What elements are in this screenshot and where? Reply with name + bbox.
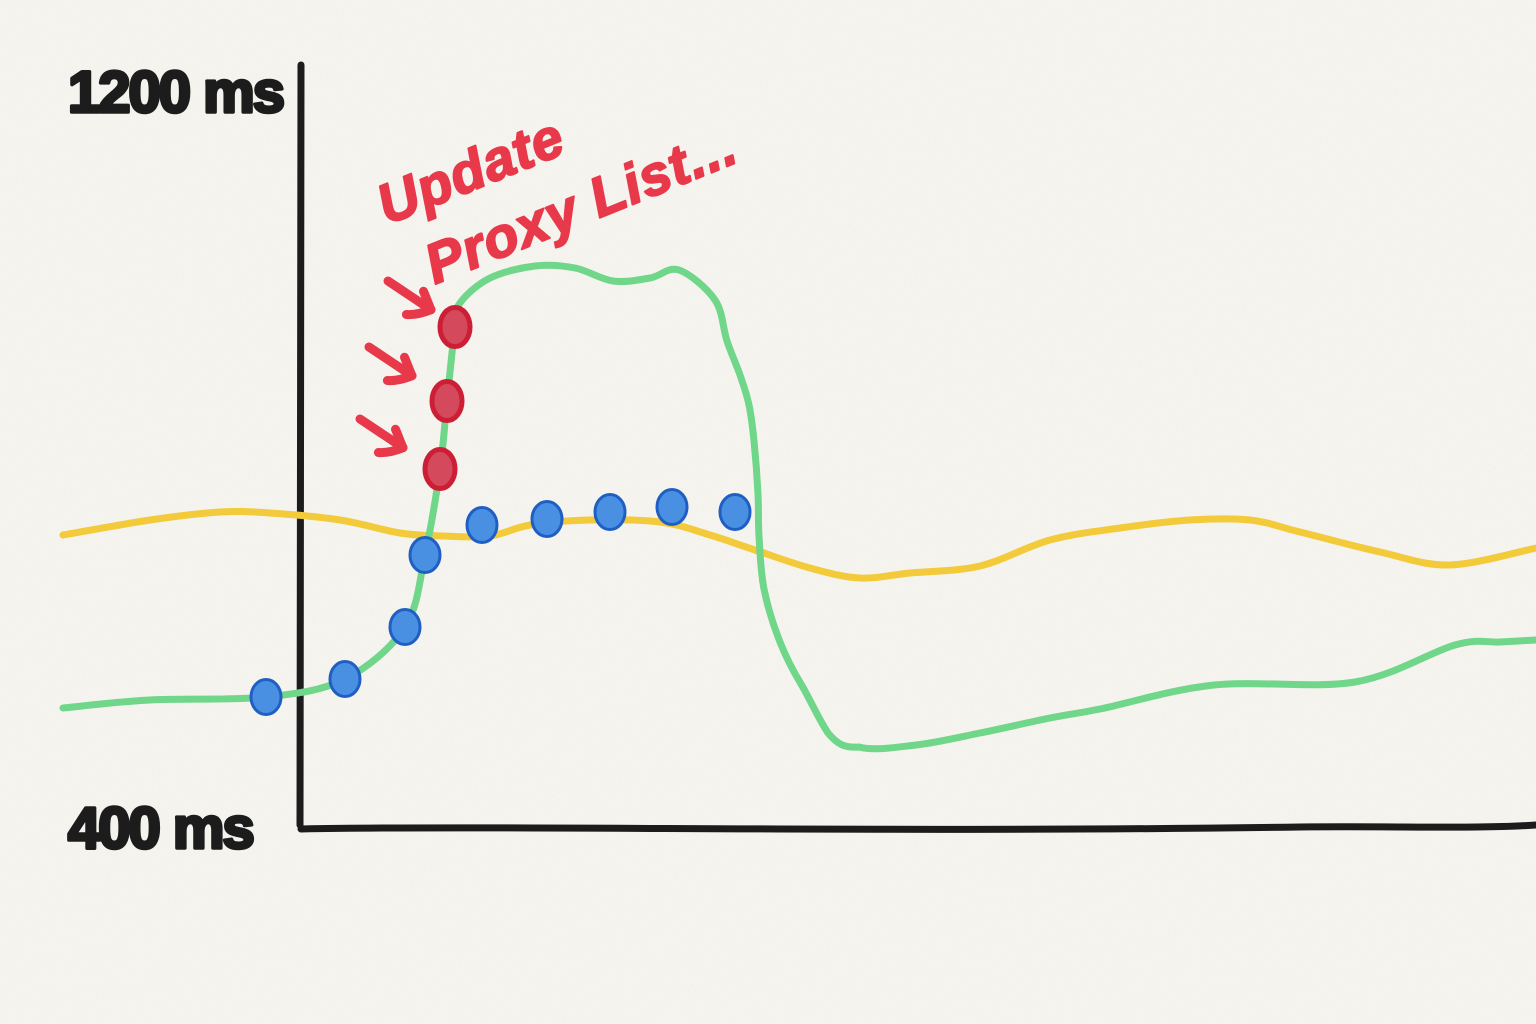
svg-text:1200 ms: 1200 ms	[68, 60, 283, 125]
svg-text:400 ms: 400 ms	[68, 796, 253, 861]
